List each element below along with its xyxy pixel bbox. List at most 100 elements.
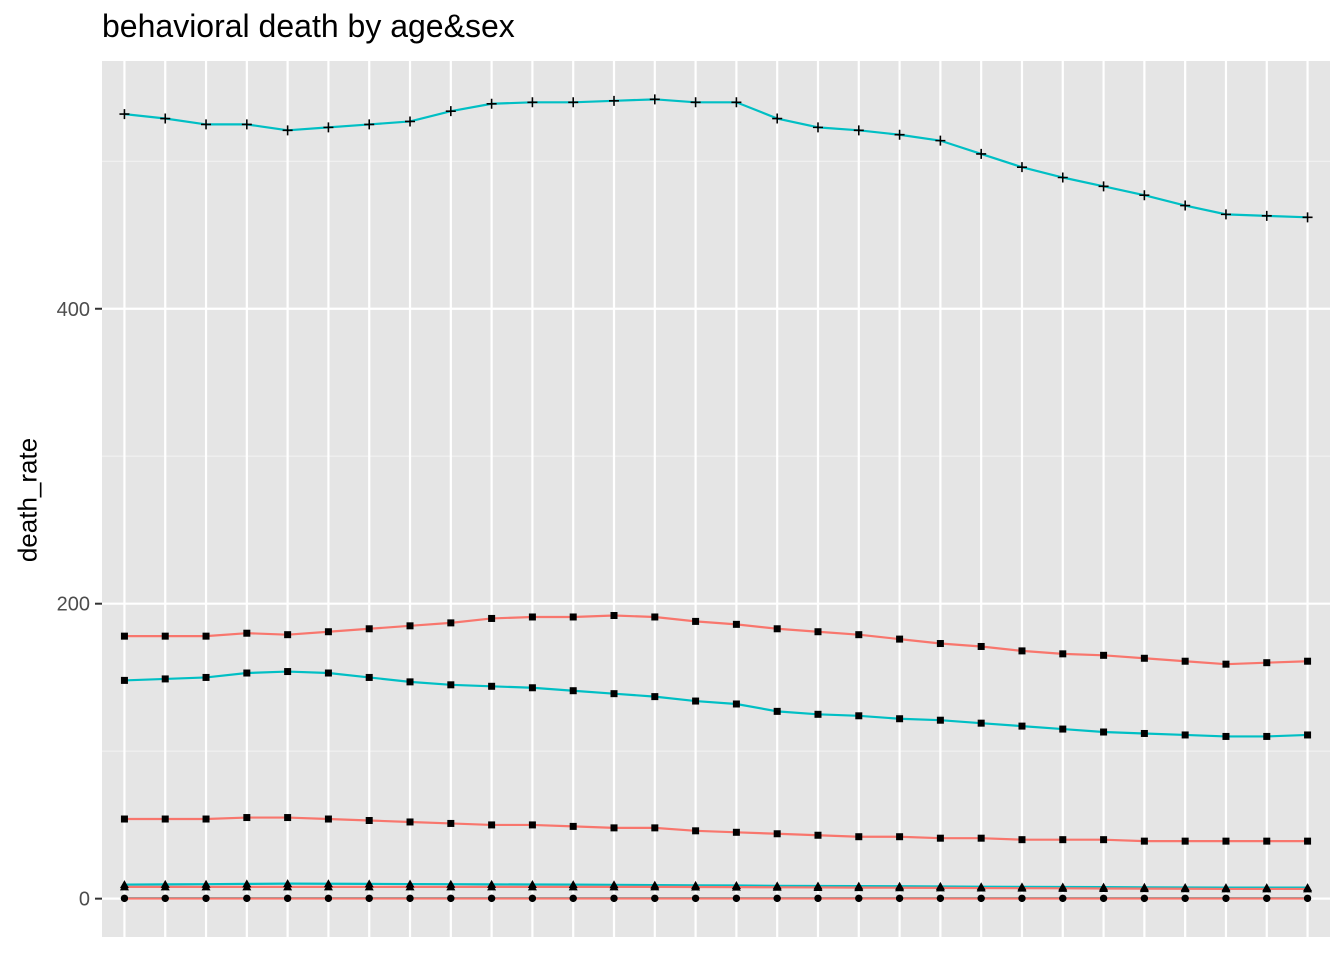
point-series-1 (323, 122, 334, 133)
point-series-1 (609, 95, 620, 106)
y-tick-label: 200 (57, 594, 90, 616)
point-series-6 (935, 883, 945, 892)
y-tick-label: 400 (57, 299, 90, 321)
point-series-4 (324, 815, 332, 823)
point-series-3 (1222, 732, 1230, 740)
point-series-1 (935, 135, 946, 146)
point-series-6 (201, 882, 211, 891)
point-series-4 (120, 815, 128, 823)
point-series-2 (977, 642, 985, 650)
point-series-8 (1263, 894, 1271, 903)
point-series-2 (936, 640, 944, 648)
point-series-3 (365, 673, 373, 681)
point-series-8 (1222, 894, 1230, 903)
point-series-4 (488, 821, 496, 829)
point-series-4 (855, 833, 863, 841)
point-series-1 (1180, 200, 1191, 211)
point-series-6 (119, 882, 129, 891)
point-series-4 (406, 818, 414, 826)
point-series-2 (773, 625, 781, 633)
point-series-3 (1304, 731, 1312, 739)
series-line-4 (124, 816, 1308, 843)
point-series-3 (936, 716, 944, 724)
point-series-2 (1181, 657, 1189, 665)
point-series-4 (1059, 836, 1067, 844)
point-series-8 (202, 894, 210, 903)
point-series-1 (119, 109, 130, 120)
point-series-1 (690, 97, 701, 108)
point-series-2 (1018, 647, 1026, 655)
point-series-4 (1140, 837, 1148, 845)
point-series-2 (692, 617, 700, 625)
point-series-4 (243, 814, 251, 822)
point-series-1 (282, 125, 293, 136)
y-axis: 0 200 400 (57, 299, 102, 911)
point-series-4 (1018, 836, 1026, 844)
point-series-1 (894, 129, 905, 140)
point-series-4 (1100, 836, 1108, 844)
point-series-4 (447, 819, 455, 827)
point-series-8 (936, 894, 944, 903)
point-series-1 (445, 106, 456, 117)
point-series-4 (936, 834, 944, 842)
point-series-2 (814, 628, 822, 636)
point-series-3 (814, 710, 822, 718)
point-series-6 (364, 882, 374, 891)
point-series-1 (160, 113, 171, 124)
point-series-2 (324, 628, 332, 636)
point-series-8 (488, 894, 496, 903)
point-series-2 (610, 612, 618, 620)
point-series-6 (1099, 883, 1109, 892)
point-series-1 (1098, 181, 1109, 192)
point-series-6 (1139, 884, 1149, 893)
point-series-2 (855, 631, 863, 639)
point-series-8 (732, 894, 740, 903)
point-series-6 (527, 882, 537, 891)
point-series-6 (1180, 884, 1190, 893)
point-series-8 (365, 894, 373, 903)
point-series-3 (855, 712, 863, 720)
point-series-2 (120, 632, 128, 640)
point-series-1 (1016, 162, 1027, 173)
point-series-4 (977, 834, 985, 842)
point-series-6 (650, 882, 660, 891)
point-series-8 (1018, 894, 1026, 903)
point-series-8 (243, 894, 251, 903)
point-series-8 (814, 894, 822, 903)
point-series-1 (1139, 190, 1150, 201)
point-series-8 (324, 894, 333, 903)
point-series-1 (486, 98, 497, 109)
point-series-3 (528, 684, 536, 692)
point-series-3 (120, 676, 128, 684)
point-series-2 (406, 622, 414, 630)
series-lines (124, 98, 1308, 900)
point-series-1 (1057, 172, 1068, 183)
point-series-6 (854, 883, 864, 892)
point-series-3 (1181, 731, 1189, 739)
point-series-3 (692, 697, 700, 705)
point-series-1 (1302, 212, 1313, 223)
point-series-6 (323, 882, 333, 891)
point-series-3 (1018, 722, 1026, 730)
point-series-8 (977, 894, 985, 903)
grid-lines (102, 61, 1330, 937)
series-line-1 (124, 98, 1308, 219)
point-series-1 (1261, 210, 1272, 221)
point-series-2 (569, 613, 577, 621)
point-series-6 (487, 882, 497, 891)
point-series-2 (1059, 650, 1067, 658)
point-series-3 (1100, 728, 1108, 736)
point-series-2 (1304, 657, 1312, 665)
point-series-8 (1140, 894, 1148, 903)
point-series-8 (1059, 894, 1067, 903)
point-series-6 (1262, 884, 1272, 893)
point-series-3 (569, 687, 577, 695)
chart-title: behavioral death by age&sex (102, 8, 515, 44)
point-series-1 (364, 119, 375, 130)
point-series-4 (814, 831, 822, 839)
point-series-8 (1303, 894, 1312, 903)
point-series-8 (651, 894, 659, 903)
point-series-3 (896, 715, 904, 723)
point-series-8 (120, 894, 129, 903)
point-series-1 (1220, 209, 1231, 220)
